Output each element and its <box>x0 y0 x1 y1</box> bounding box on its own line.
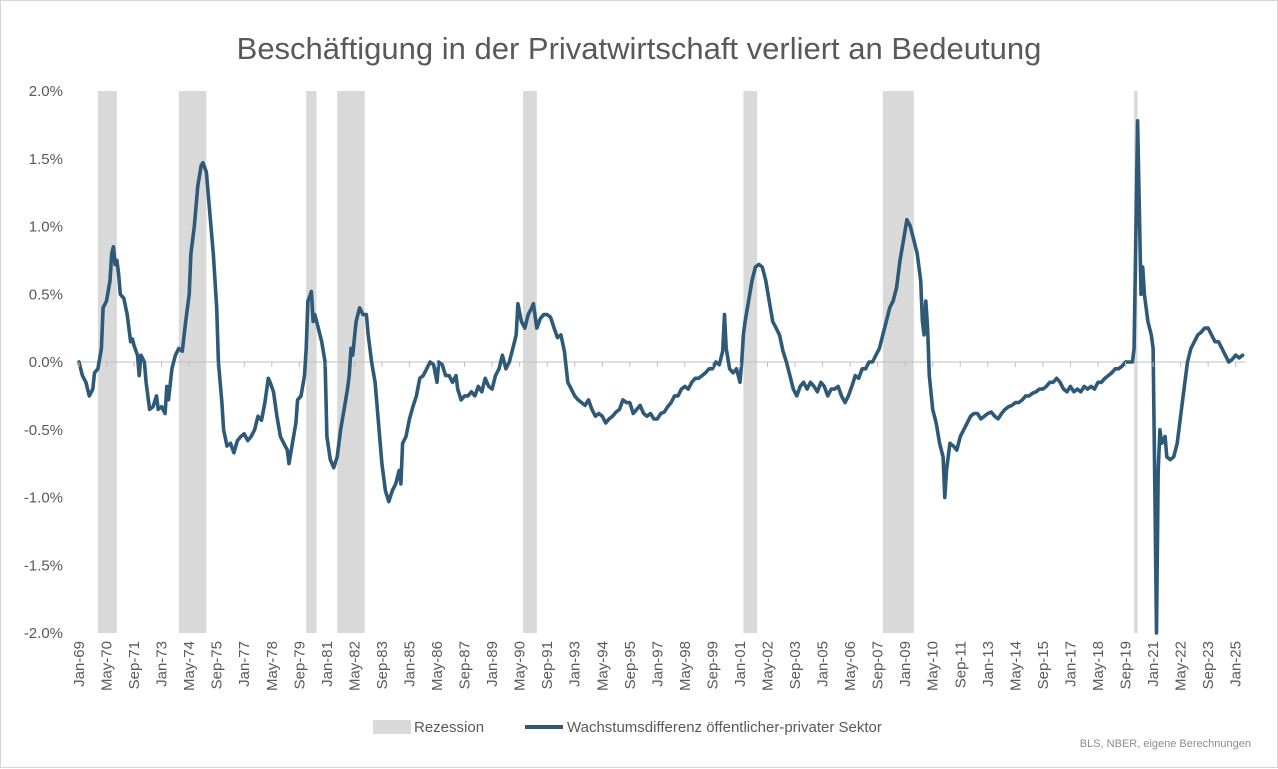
x-tick-label: Sep-03 <box>787 641 804 689</box>
x-tick-label: May-78 <box>264 641 281 691</box>
y-tick-label: 1.0% <box>29 219 63 236</box>
x-tick-label: May-02 <box>759 641 776 691</box>
x-tick-label: Jan-85 <box>401 641 418 687</box>
x-tick-label: Jan-21 <box>1145 641 1162 687</box>
x-tick-label: Jan-93 <box>567 641 584 687</box>
x-tick-label: Jan-97 <box>649 641 666 687</box>
x-tick-label: May-90 <box>512 641 529 691</box>
x-tick-label: Jan-05 <box>815 641 832 687</box>
series-line-layer <box>77 119 1245 635</box>
x-tick-label: May-82 <box>346 641 363 691</box>
legend: Rezession Wachstumsdifferenz öffentliche… <box>373 719 882 736</box>
y-tick-label: -1.5% <box>24 557 63 574</box>
x-tick-label: Sep-87 <box>457 641 474 689</box>
legend-line-label: Wachstumsdifferenz öffentlicher-privater… <box>567 719 882 736</box>
x-tick-label: May-06 <box>842 641 859 691</box>
x-tick-label: Sep-83 <box>374 641 391 689</box>
x-tick-label: Sep-07 <box>870 641 887 689</box>
x-tick-label: Jan-25 <box>1228 641 1245 687</box>
x-tick-label: Jan-73 <box>154 641 171 687</box>
x-tick-label: May-94 <box>594 641 611 691</box>
x-tick-label: Jan-17 <box>1062 641 1079 687</box>
chart-title: Beschäftigung in der Privatwirtschaft ve… <box>237 31 1042 66</box>
x-tick-label: Jan-89 <box>484 641 501 687</box>
x-tick-label: Sep-15 <box>1035 641 1052 689</box>
y-tick-label: 0.0% <box>29 354 63 371</box>
y-tick-label: 0.5% <box>29 286 63 303</box>
x-tick-label: Jan-09 <box>897 641 914 687</box>
x-tick-label: May-10 <box>925 641 942 691</box>
x-tick-label: Sep-99 <box>704 641 721 689</box>
x-tick-label: May-22 <box>1173 641 1190 691</box>
y-tick-label: 1.5% <box>29 151 63 168</box>
x-tick-label: Sep-71 <box>126 641 143 689</box>
x-tick-label: Sep-23 <box>1200 641 1217 689</box>
x-tick-label: Sep-79 <box>291 641 308 689</box>
x-axis-ticks: Jan-69 May-70 Sep-71 Jan-73 May-74 Sep-75 Jan-… <box>71 362 1245 691</box>
x-tick-label: Sep-19 <box>1118 641 1135 689</box>
y-tick-label: -0.5% <box>24 422 63 439</box>
y-tick-label: -2.0% <box>24 625 63 642</box>
x-tick-label: May-70 <box>99 641 116 691</box>
y-tick-label: -1.0% <box>24 490 63 507</box>
y-tick-label: 2.0% <box>29 83 63 100</box>
series-line <box>77 119 1245 635</box>
x-tick-label: Jan-81 <box>319 641 336 687</box>
x-tick-label: Sep-11 <box>952 641 969 688</box>
x-tick-label: Sep-95 <box>622 641 639 689</box>
x-tick-label: May-14 <box>1007 641 1024 691</box>
legend-recession-label: Rezession <box>414 719 484 736</box>
legend-recession-swatch <box>373 720 411 734</box>
x-tick-label: May-18 <box>1090 641 1107 691</box>
x-tick-label: May-98 <box>677 641 694 691</box>
x-tick-label: Jan-01 <box>732 641 749 687</box>
y-axis-ticks: 2.0% 1.5% 1.0% 0.5% 0.0% -0.5% -1.0% -1.5% -2.0% <box>24 83 63 642</box>
x-tick-label: May-74 <box>181 641 198 691</box>
x-tick-label: Sep-75 <box>209 641 226 689</box>
source-note: BLS, NBER, eigene Berechnungen <box>1080 738 1251 750</box>
x-tick-label: Jan-77 <box>236 641 253 687</box>
x-tick-label: Sep-91 <box>539 641 556 689</box>
x-tick-label: Jan-13 <box>980 641 997 687</box>
x-tick-label: May-86 <box>429 641 446 691</box>
x-tick-label: Jan-69 <box>71 641 88 687</box>
